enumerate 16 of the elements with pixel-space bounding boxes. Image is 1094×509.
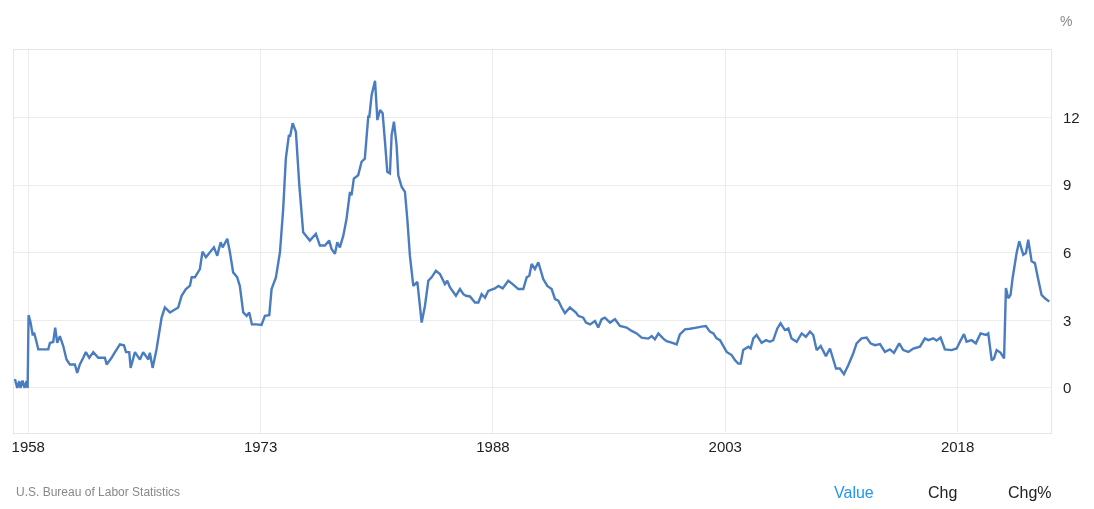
line-series: [14, 79, 1051, 390]
y-tick-label: 9: [1063, 176, 1072, 194]
y-tick-label: 3: [1063, 311, 1072, 329]
text: Value: [834, 484, 874, 501]
y-axis-title: %: [1060, 13, 1073, 29]
y-tick-label: 6: [1063, 244, 1072, 262]
y-tick-label: 0: [1063, 379, 1072, 397]
x-tick-label: 1958: [11, 438, 45, 455]
text: U.S. Bureau of Labor Statistics: [16, 485, 181, 499]
x-tick-label: 2018: [940, 438, 975, 455]
x-tick-label: 2003: [708, 438, 742, 455]
x-tick-label: 1973: [243, 438, 278, 455]
text: Chg%: [1008, 484, 1052, 501]
x-tick-label: 1988: [476, 438, 510, 455]
text: Chg: [928, 484, 958, 501]
y-tick-label: 12: [1063, 108, 1080, 126]
